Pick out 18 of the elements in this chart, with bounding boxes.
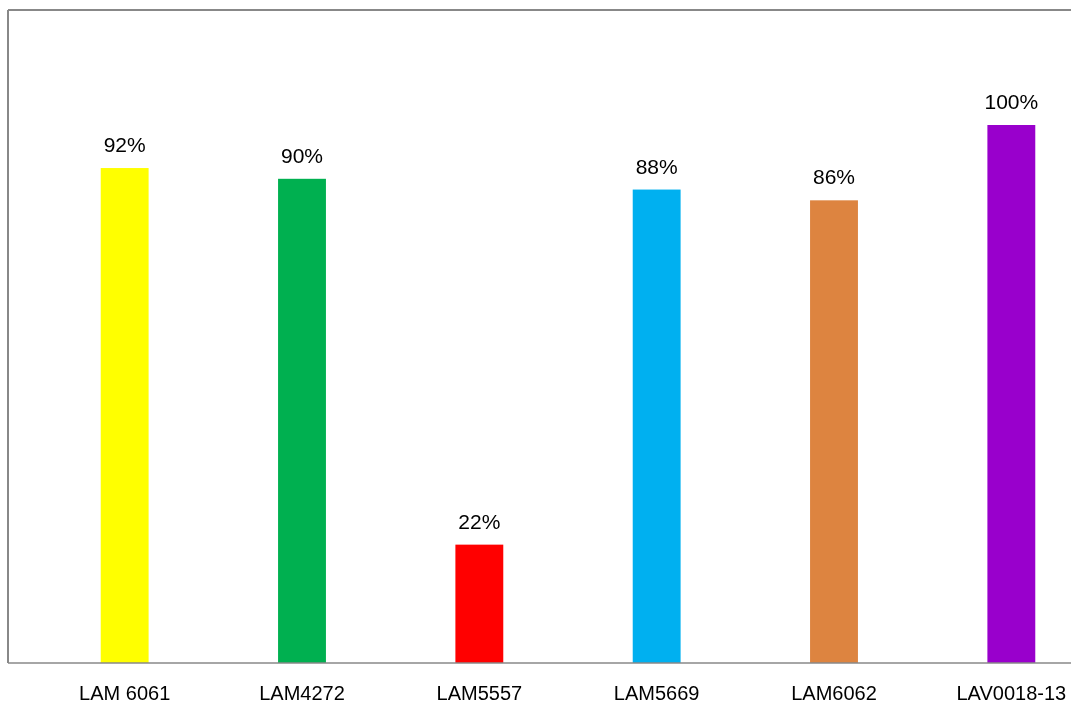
bar bbox=[987, 125, 1036, 663]
bar bbox=[632, 189, 681, 663]
x-tick-label: LAM5669 bbox=[613, 682, 700, 704]
bar bbox=[100, 168, 149, 663]
data-label: 92% bbox=[103, 133, 146, 157]
data-label: 88% bbox=[635, 154, 678, 178]
data-label: 100% bbox=[984, 90, 1039, 113]
data-label: 90% bbox=[280, 143, 324, 167]
bar bbox=[278, 178, 326, 663]
x-tick-label: LAM6062 bbox=[791, 682, 877, 704]
bar bbox=[810, 200, 858, 663]
x-tick-label: LAV0018-13 bbox=[956, 682, 1067, 704]
data-label: 22% bbox=[458, 509, 501, 533]
data-label: 86% bbox=[812, 165, 856, 189]
x-tick-label: LAM5557 bbox=[436, 682, 523, 704]
bar bbox=[455, 544, 504, 663]
x-tick-label: LAM4272 bbox=[259, 682, 345, 704]
x-tick-label: LAM 6061 bbox=[79, 682, 171, 704]
